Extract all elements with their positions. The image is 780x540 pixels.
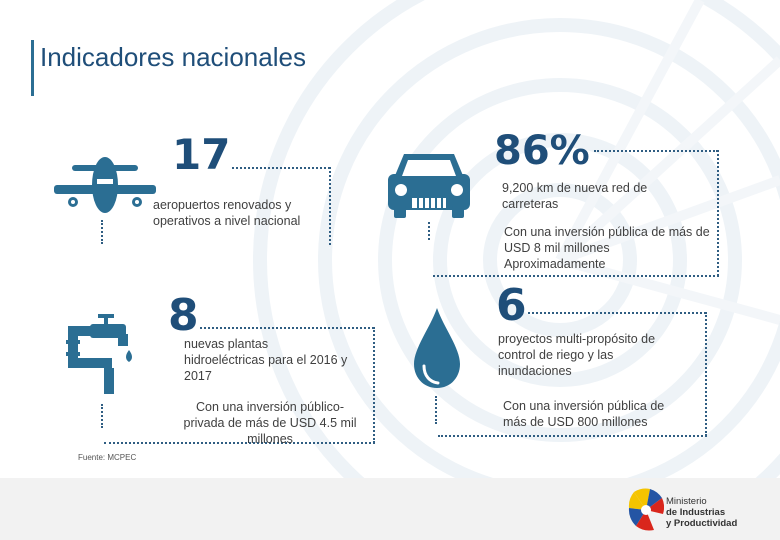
hydro-description-line: nuevas plantas (184, 337, 269, 351)
multipurpose-value: 6 (496, 280, 527, 331)
airports-dotted-right (329, 167, 331, 245)
roads-description-line: 9,200 km de nueva red de (502, 181, 648, 195)
hydro-description-line: 2017 (184, 369, 212, 383)
multipurpose-description: proyectos multi-propósito de control de … (498, 331, 655, 379)
hydro-description: nuevas plantas hidroeléctricas para el 2… (184, 336, 347, 384)
ministry-logo-text: Ministerio de Industrias y Productividad (666, 496, 737, 529)
airports-value: 17 (172, 130, 231, 179)
hydro-value: 8 (168, 290, 199, 341)
logo-line: y Productividad (666, 518, 738, 529)
multipurpose-dotted-left (435, 396, 437, 424)
roads-investment-line: Aproximadamente (504, 257, 606, 271)
airports-description: aeropuertos renovados y operativos a niv… (153, 197, 300, 229)
source-note: Fuente: MCPEC (78, 453, 137, 462)
hydro-investment-line: millones (247, 432, 293, 446)
hydro-dotted-left (101, 404, 103, 428)
multipurpose-investment-line: más de USD 800 millones (503, 415, 648, 429)
water-drop-icon (414, 308, 460, 388)
airplane-icon (54, 157, 156, 213)
roads-description: 9,200 km de nueva red de carreteras (502, 180, 647, 212)
airports-dotted-top (232, 167, 330, 169)
hydro-investment: Con una inversión público- privada de má… (164, 399, 376, 447)
page-title: Indicadores nacionales (40, 42, 306, 72)
logo-line: de Industrias (666, 507, 726, 518)
multipurpose-dotted-bottom (438, 435, 707, 437)
roads-investment: Con una inversión pública de más de USD … (504, 224, 710, 272)
title-accent-bar (31, 40, 34, 96)
roads-dotted-left (428, 222, 430, 240)
airports-dotted-left (101, 220, 103, 244)
hydro-dotted-bottom (104, 442, 375, 444)
roads-value: 86% (494, 128, 590, 174)
car-icon (388, 154, 470, 218)
multipurpose-description-line: inundaciones (498, 364, 572, 378)
multipurpose-dotted-right (705, 312, 707, 436)
hydro-dotted-right (373, 327, 375, 443)
hydro-dotted-top (200, 327, 374, 329)
water-tap-icon (66, 314, 132, 394)
roads-investment-line: USD 8 mil millones (504, 241, 610, 255)
roads-dotted-top (594, 150, 718, 152)
roads-dotted-right (717, 150, 719, 276)
airports-description-line: aeropuertos renovados y (153, 198, 292, 212)
roads-dotted-bottom (433, 275, 719, 277)
multipurpose-description-line: control de riego y las (498, 348, 614, 362)
multipurpose-investment-line: Con una inversión pública de (503, 399, 665, 413)
hydro-investment-line: Con una inversión público- (195, 400, 344, 414)
hydro-investment-line: privada de más de USD 4.5 mil (183, 416, 357, 430)
multipurpose-description-line: proyectos multi-propósito de (498, 332, 656, 346)
multipurpose-investment: Con una inversión pública de más de USD … (503, 398, 664, 430)
multipurpose-dotted-top (528, 312, 706, 314)
hydro-description-line: hidroeléctricas para el 2016 y (184, 353, 348, 367)
ministry-logo (628, 488, 664, 531)
logo-line: Ministerio (666, 496, 707, 507)
roads-description-line: carreteras (502, 197, 559, 211)
roads-investment-line: Con una inversión pública de más de (504, 225, 710, 239)
airports-description-line: operativos a nivel nacional (153, 214, 301, 228)
